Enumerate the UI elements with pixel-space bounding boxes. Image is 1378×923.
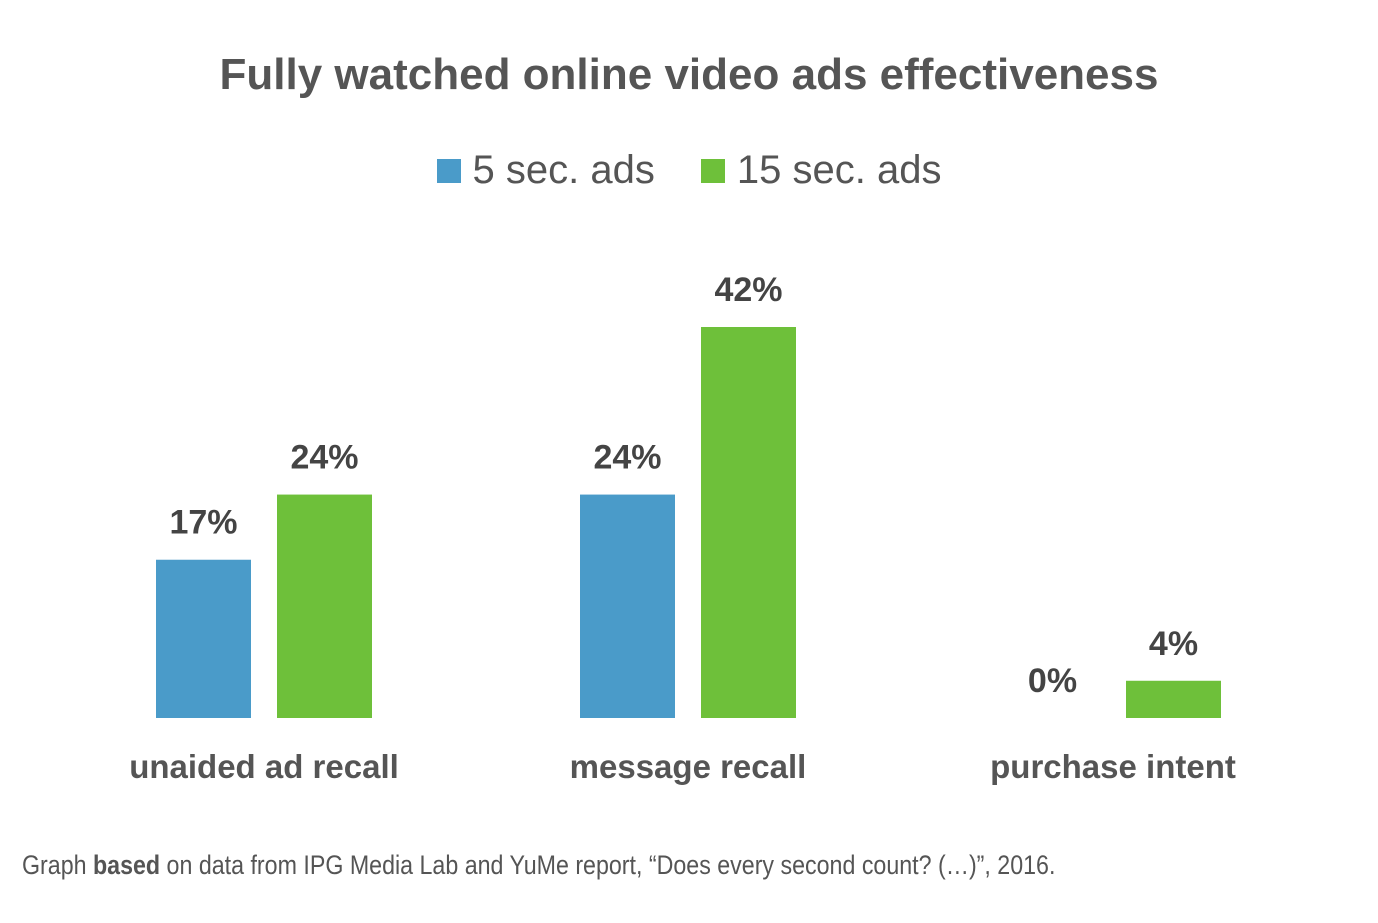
category-label: purchase intent [990,748,1236,785]
data-label: 24% [290,439,358,477]
category-label: message recall [570,748,807,785]
legend-label-15sec: 15 sec. ads [736,148,942,192]
bar-15sec [277,494,372,718]
bar-5sec [580,494,675,718]
data-label: 42% [714,271,782,309]
data-label: 4% [1149,625,1198,663]
legend: 5 sec. ads 15 sec. ads [0,148,1378,193]
legend-label-5sec: 5 sec. ads [472,148,655,192]
footnote-post: on data from IPG Media Lab and YuMe repo… [160,850,1056,880]
data-label: 0% [1028,662,1077,700]
bar-15sec [701,327,796,718]
legend-item-15sec: 15 sec. ads [700,148,942,193]
bar-5sec [156,559,251,718]
legend-swatch-15sec [700,158,725,183]
data-label: 17% [169,504,237,542]
category-label: unaided ad recall [129,748,399,785]
footnote-bold: based [92,850,161,880]
bar-15sec [1126,680,1221,718]
footnote-pre: Graph [22,850,93,880]
footnote: Graph based on data from IPG Media Lab a… [22,850,1055,881]
data-label: 24% [593,439,661,477]
legend-swatch-5sec [436,158,461,183]
chart-title: Fully watched online video ads effective… [219,50,1159,99]
legend-item-5sec: 5 sec. ads [436,148,655,193]
